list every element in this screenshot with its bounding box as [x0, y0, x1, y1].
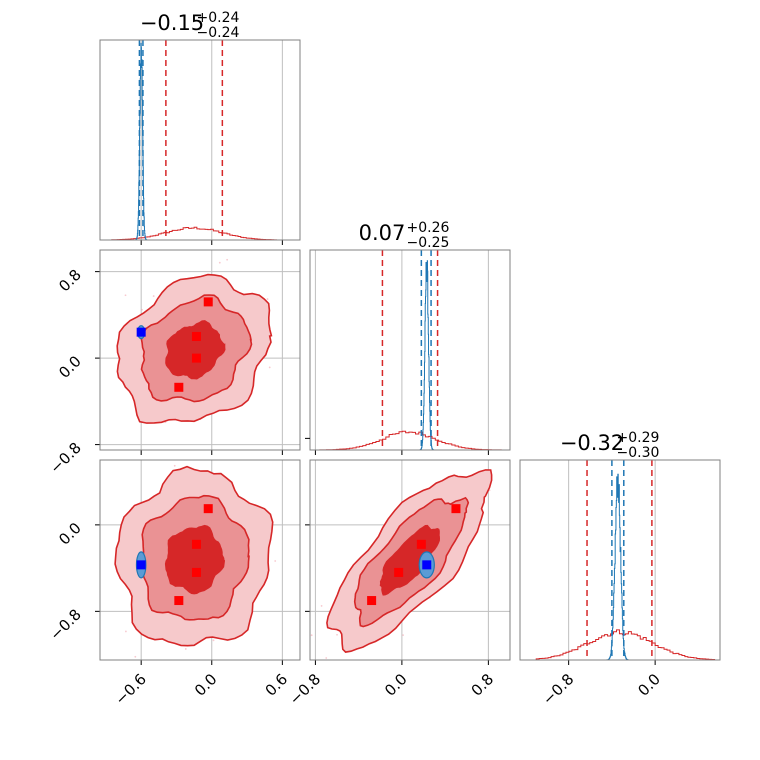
sample-point — [226, 258, 229, 261]
sample-point — [268, 366, 271, 369]
panel-title-sub: −0.24 — [197, 25, 240, 41]
panel-frame — [99, 249, 301, 451]
sample-point — [141, 308, 143, 311]
y-tick-label: −0.8 — [46, 439, 84, 477]
y-tick-label: 0.0 — [55, 519, 85, 549]
panel-content — [310, 250, 509, 450]
panel-title-sub: −0.30 — [617, 445, 660, 461]
truth-marker-a — [191, 353, 201, 363]
panel-title-sup: +0.26 — [407, 220, 450, 236]
panel-title: 0.07 — [359, 221, 406, 245]
x-tick-label: −0.8 — [539, 670, 577, 708]
truth-marker-b — [136, 560, 146, 570]
sample-point — [184, 648, 187, 650]
contour-level — [165, 320, 226, 380]
sample-point — [231, 445, 233, 447]
panel-title-sup: +0.29 — [617, 430, 660, 446]
sample-point — [336, 633, 338, 636]
x-tick-label: 0.0 — [634, 670, 664, 700]
histogram-samples-b — [133, 42, 149, 240]
x-tick-label: 0.8 — [468, 670, 498, 700]
truth-marker-b — [422, 560, 432, 570]
contour-level — [164, 524, 226, 595]
hist-p3: −0.32+0.29−0.30 −0.8 0.0 — [519, 430, 721, 709]
x-tick-label: −0.6 — [112, 670, 150, 708]
sample-point — [476, 452, 478, 454]
sample-point — [174, 671, 176, 673]
sample-point — [320, 605, 323, 607]
truth-marker-a — [191, 567, 201, 577]
panel-content — [535, 460, 716, 660]
panel-content — [310, 452, 510, 660]
y-tick-label: −0.8 — [46, 605, 84, 643]
sample-point — [310, 634, 313, 637]
panel-content — [111, 40, 283, 240]
sample-point — [209, 453, 211, 455]
truth-marker-a — [174, 596, 184, 606]
sample-point — [212, 639, 215, 642]
sample-point — [173, 464, 176, 467]
hist-p1: −0.15+0.24−0.24 — [99, 10, 301, 245]
sample-point — [124, 451, 126, 453]
sample-point — [325, 657, 328, 659]
sample-point — [218, 261, 221, 264]
truth-marker-a — [203, 297, 213, 307]
scatter-p1-p2: −0.8 0.0 0.8 — [46, 249, 301, 477]
histogram-samples-b — [605, 473, 630, 660]
truth-marker-b — [136, 327, 146, 337]
sample-point — [159, 667, 161, 669]
histogram-samples-a — [310, 430, 509, 450]
x-tick-label: −0.8 — [286, 670, 324, 708]
scatter-p1-p3: −0.80.0−0.6 0.0 0.6 — [46, 442, 301, 709]
sample-point — [402, 634, 404, 637]
x-tick-label: 0.0 — [191, 670, 221, 700]
panel-frame — [309, 459, 511, 661]
panel-frame — [99, 459, 301, 661]
histogram-samples-a — [535, 629, 716, 660]
hist-p2: 0.07 +0.26−0.25 — [309, 220, 511, 455]
truth-marker-a — [394, 567, 404, 577]
sample-point — [266, 298, 269, 300]
sample-point — [124, 294, 127, 297]
panel-title: −0.15 — [140, 11, 204, 35]
truth-marker-a — [416, 539, 426, 549]
truth-marker-a — [191, 539, 201, 549]
panel-title-sup: +0.24 — [197, 10, 240, 26]
sample-point — [134, 655, 137, 658]
truth-marker-a — [203, 504, 213, 514]
truth-marker-a — [367, 596, 377, 606]
panel-content — [83, 250, 300, 455]
panel-title: −0.32 — [560, 431, 624, 455]
truth-marker-a — [191, 331, 201, 341]
scatter-p2-p3: −0.8 0.0 0.8 — [286, 437, 511, 709]
panel-title-sub: −0.25 — [407, 235, 450, 251]
sample-point — [83, 418, 85, 420]
histogram-samples-b — [418, 260, 435, 450]
sample-point — [124, 630, 127, 633]
truth-marker-a — [174, 382, 184, 392]
sample-point — [274, 560, 277, 562]
sample-point — [152, 295, 155, 297]
panel-content — [100, 442, 300, 673]
y-tick-label: 0.8 — [55, 266, 85, 296]
panel-frame — [519, 459, 721, 661]
truth-marker-a — [451, 504, 461, 514]
x-tick-label: 0.0 — [381, 670, 411, 700]
panel-frame — [99, 39, 301, 241]
sample-point — [231, 442, 233, 444]
histogram-samples-a — [111, 226, 277, 240]
y-tick-label: 0.0 — [55, 352, 85, 382]
panel-frame — [309, 249, 511, 451]
